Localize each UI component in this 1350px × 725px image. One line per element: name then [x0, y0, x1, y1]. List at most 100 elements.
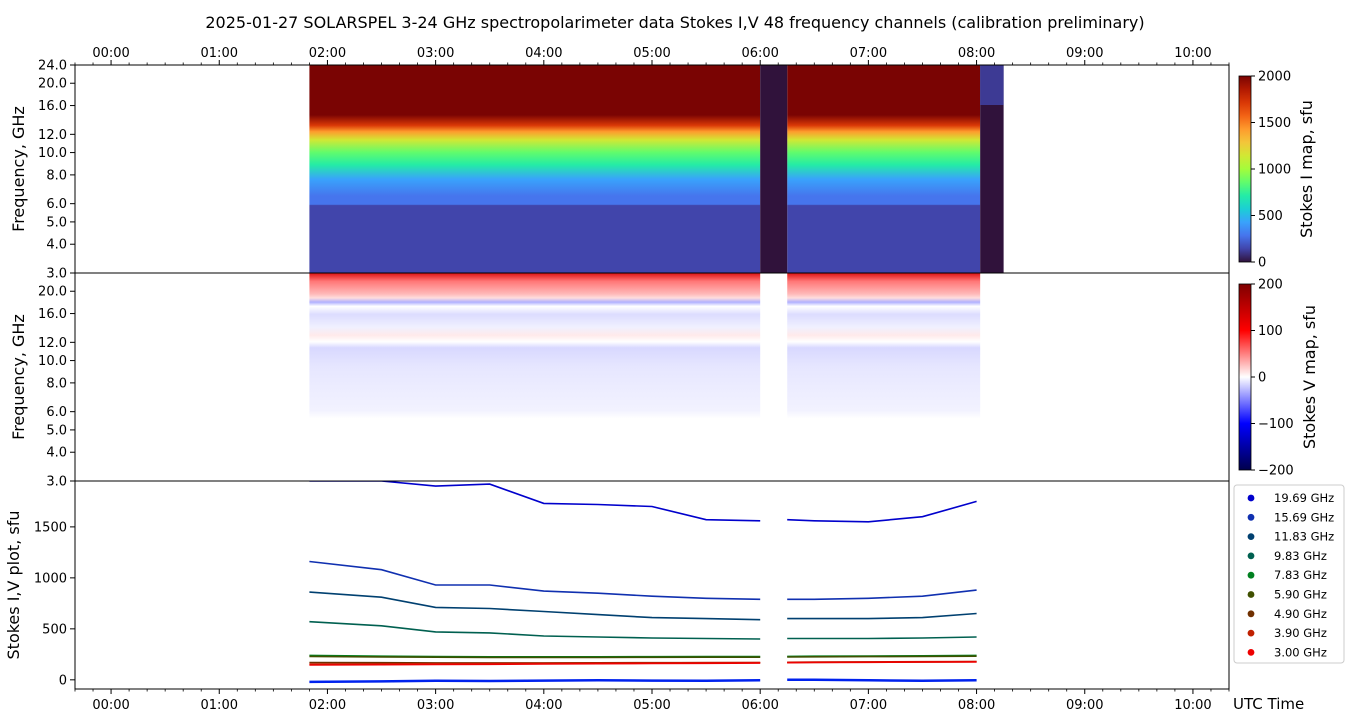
x-tick-label: 08:00	[958, 46, 995, 61]
y-tick-label: 12.0	[38, 128, 67, 143]
stokes-i-data-block-2	[787, 65, 981, 273]
legend: 19.69 GHz 15.69 GHz 11.83 GHz 9.83 GHz 7.83 …	[1233, 484, 1345, 664]
series-9_83-GHz-b	[787, 636, 977, 640]
colorbar-tick-label: 200	[1258, 278, 1283, 293]
y-tick-label: 4.0	[46, 446, 67, 461]
y-tick-label: 6.0	[46, 405, 67, 420]
x-tick-label: 08:00	[958, 698, 995, 713]
legend-label: 5.90 GHz	[1274, 588, 1327, 602]
stokes-iv-ylabel: Stokes I,V plot, sfu	[4, 511, 23, 660]
series-3_00-GHz-b	[787, 661, 977, 664]
colorbar-tick-label: 1500	[1258, 116, 1291, 131]
stokes-iv-plot-area	[75, 481, 1229, 689]
y-tick-label: 16.0	[38, 307, 67, 322]
stokes-v-colorbar-label: Stokes V map, sfu	[1300, 305, 1319, 449]
y-tick-label: 24.0	[38, 59, 67, 74]
series-3_00-GHz-a	[309, 662, 761, 666]
y-tick-label: 20.0	[38, 285, 67, 300]
legend-label: 4.90 GHz	[1274, 607, 1327, 621]
top-time-axis: 00:00 01:00 02:00 03:00 04:00 05:00 06:00 07:00…	[74, 46, 1230, 65]
legend-label: 9.83 GHz	[1274, 549, 1327, 563]
y-tick-label: 8.0	[46, 376, 67, 391]
x-tick-label: 03:00	[417, 46, 454, 61]
stokes-iv-panel: 0 500 1000 1500 00:00 01:00 02:00 03:00 04:00 05…	[4, 480, 1345, 713]
y-tick-label: 4.0	[46, 238, 67, 253]
stokes-v-colorbar	[1238, 283, 1252, 471]
y-tick-label: 12.0	[38, 336, 67, 351]
y-tick-label: 5.0	[46, 215, 67, 230]
stokes-i-panel: 3.0 4.0 5.0 6.0 8.0 10.0 12.0 16.0 20.0 24.0 00:0…	[9, 46, 1316, 282]
colorbar-tick-label: 0	[1258, 371, 1266, 386]
stokes-iv-frame	[74, 480, 1230, 690]
x-tick-label: 03:00	[417, 698, 454, 713]
legend-label: 7.83 GHz	[1274, 568, 1327, 582]
colorbar-tick-label: 500	[1258, 209, 1283, 224]
stokes-i-data-block-1	[309, 65, 761, 273]
series-9_83-GHz-a	[309, 620, 761, 640]
x-tick-label: 04:00	[525, 698, 562, 713]
x-tick-label: 05:00	[633, 46, 670, 61]
x-tick-label: 00:00	[92, 698, 129, 713]
series-11_83-GHz-a	[309, 591, 761, 621]
x-tick-label: 10:00	[1174, 46, 1211, 61]
stokes-v-colorbar-ticks: −200 −100 0 100 200	[1251, 278, 1294, 479]
legend-marker	[1247, 629, 1255, 637]
x-tick-label: 06:00	[741, 698, 778, 713]
series-19_69-GHz-a	[309, 481, 761, 522]
legend-box	[1233, 484, 1345, 664]
stokes-v-panel: 3.0 4.0 5.0 6.0 8.0 10.0 12.0 16.0 20.0 Frequenc…	[9, 272, 1319, 490]
series-stokes-v-a	[309, 679, 761, 684]
x-tick-label: 04:00	[525, 46, 562, 61]
series-5_90-GHz-b	[787, 655, 977, 658]
legend-label: 19.69 GHz	[1274, 491, 1334, 505]
y-tick-label: 1500	[34, 520, 67, 535]
figure-title: 2025-01-27 SOLARSPEL 3-24 GHz spectropol…	[205, 13, 1144, 32]
legend-label: 3.90 GHz	[1274, 626, 1327, 640]
legend-label: 15.69 GHz	[1274, 510, 1334, 524]
x-tick-label: 06:00	[741, 46, 778, 61]
stokes-i-colorbar-label: Stokes I map, sfu	[1297, 100, 1316, 238]
colorbar-tick-label: −200	[1258, 464, 1294, 479]
y-tick-label: 1000	[34, 571, 67, 586]
y-tick-label: 5.0	[46, 423, 67, 438]
x-tick-label: 02:00	[309, 698, 346, 713]
x-tick-label: 10:00	[1174, 698, 1211, 713]
colorbar-tick-label: 100	[1258, 324, 1283, 339]
series-15_69-GHz-b	[787, 589, 977, 601]
stokes-v-ylabel: Frequency, GHz	[9, 314, 28, 440]
stokes-i-y-axis: 3.0 4.0 5.0 6.0 8.0 10.0 12.0 16.0 20.0 24.0	[38, 59, 75, 282]
legend-marker	[1247, 513, 1255, 521]
y-tick-label: 500	[42, 622, 67, 637]
stokes-iv-series	[309, 481, 977, 684]
stokes-i-heatmap	[309, 65, 1004, 273]
stokes-iv-y-axis: 0 500 1000 1500	[34, 520, 75, 688]
legend-marker	[1247, 649, 1255, 656]
y-tick-label: 8.0	[46, 168, 67, 183]
colorbar-tick-label: −100	[1258, 417, 1294, 432]
x-tick-label: 09:00	[1066, 698, 1103, 713]
series-stokes-v-b	[787, 678, 977, 683]
legend-marker	[1247, 610, 1255, 618]
x-tick-label: 05:00	[633, 698, 670, 713]
x-tick-label: 00:00	[92, 46, 129, 61]
legend-label: 11.83 GHz	[1274, 530, 1334, 544]
series-15_69-GHz-a	[309, 560, 761, 601]
y-tick-label: 10.0	[38, 146, 67, 161]
legend-marker	[1247, 591, 1255, 598]
stokes-i-ylabel: Frequency, GHz	[9, 106, 28, 232]
x-tick-label: 09:00	[1066, 46, 1103, 61]
stokes-v-heatmap	[309, 273, 981, 481]
x-tick-label: 01:00	[201, 46, 238, 61]
colorbar-tick-label: 1000	[1258, 163, 1291, 178]
stokes-i-gap-2	[980, 65, 1004, 273]
y-tick-label: 10.0	[38, 354, 67, 369]
stokes-v-data-block-2	[787, 273, 981, 481]
legend-marker	[1247, 494, 1255, 502]
y-tick-label: 3.0	[46, 475, 67, 490]
legend-marker	[1247, 533, 1255, 540]
series-11_83-GHz-b	[787, 612, 977, 620]
stokes-i-gap-1	[760, 65, 788, 273]
stokes-v-data-block-1	[309, 273, 761, 481]
y-tick-label: 3.0	[46, 267, 67, 282]
